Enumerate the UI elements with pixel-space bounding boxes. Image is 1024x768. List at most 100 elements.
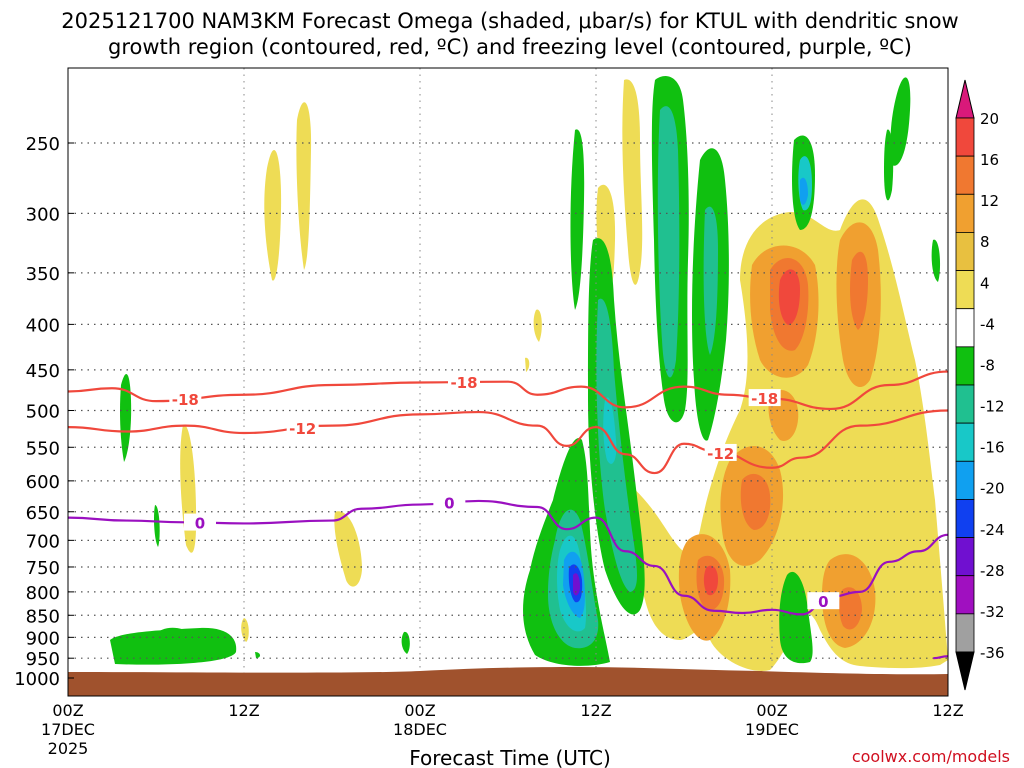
colorbar-label: -16 (980, 439, 1005, 457)
omega-region (120, 373, 132, 462)
y-tick-label: 450 (26, 361, 60, 382)
omega-shading (110, 76, 948, 671)
omega-region (884, 129, 894, 201)
omega-region (622, 79, 643, 285)
y-tick-label: 600 (26, 472, 60, 493)
colorbar-top-arrow (955, 79, 975, 119)
y-tick-label: 850 (26, 606, 60, 627)
colorbar-label: -4 (980, 315, 995, 333)
omega-region (296, 102, 312, 270)
colorbar-label: -28 (980, 562, 1005, 580)
contour-label: -12 (289, 420, 316, 438)
omega-region (401, 631, 410, 654)
omega-region (603, 397, 617, 464)
colorbar-segment (955, 270, 975, 310)
colorbar-label: -12 (980, 398, 1005, 416)
colorbar-segment (955, 537, 975, 577)
omega-region (533, 309, 542, 342)
colorbar-label: -8 (980, 356, 995, 374)
terrain (68, 667, 948, 696)
colorbar-segment (955, 422, 975, 462)
colorbar-label: -36 (980, 644, 1005, 662)
omega-region (703, 206, 718, 355)
contour-label: -18 (172, 391, 199, 409)
omega-region (241, 618, 249, 642)
omega-region (779, 571, 813, 664)
contour-label-background (448, 373, 480, 391)
colorbar-label: 8 (980, 233, 990, 251)
y-tick-label: 300 (26, 204, 60, 225)
y-tick-label: 650 (26, 503, 60, 524)
colorbar-segment (955, 232, 975, 271)
omega-region (850, 251, 868, 330)
omega-region (150, 627, 192, 645)
y-tick-label: 500 (26, 402, 60, 423)
x-tick-label: 12Z (228, 701, 259, 720)
isotherm-contours: -18 -18 -18 -12 -12 0 0 0 (68, 370, 948, 660)
colorbar-bottom-arrow (955, 651, 975, 691)
y-tick-label: 950 (26, 649, 60, 670)
colorbar-label: -32 (980, 603, 1005, 621)
omega-region (703, 565, 718, 596)
omega-region (931, 239, 941, 282)
x-tick-label: 12Z (580, 701, 611, 720)
omega-region (154, 505, 160, 547)
omega-region (657, 106, 680, 378)
omega-region (778, 269, 800, 325)
x-tick-label: 00Z (756, 701, 787, 720)
contour-label: 0 (444, 495, 454, 513)
colorbar-label: 16 (980, 151, 999, 169)
omega-region (800, 177, 808, 205)
y-tick-label: 1000 (14, 669, 60, 690)
x-tick-year: 2025 (48, 739, 89, 758)
watermark: coolwx.com/models (852, 747, 1010, 766)
colorbar: 20 16 12 8 4 -4 -8 -12 -16 -20 -24 -28 -32 -36 (955, 79, 1005, 691)
x-tick-date: 18DEC (393, 720, 447, 739)
x-tick-label: 00Z (52, 701, 83, 720)
colorbar-segment (955, 499, 975, 538)
x-tick-date: 19DEC (745, 720, 799, 739)
y-tick-label: 350 (26, 264, 60, 285)
y-axis: 2503003504004505005506006507007508008509… (14, 134, 74, 690)
contour-label-background (169, 390, 202, 408)
omega-region (334, 511, 362, 587)
colorbar-label: 4 (980, 274, 990, 292)
omega-region (525, 357, 530, 372)
y-tick-label: 900 (26, 628, 60, 649)
x-tick-label: 12Z (932, 701, 963, 720)
colorbar-segment (955, 117, 975, 157)
isotherm-line (68, 370, 948, 411)
omega-region (839, 587, 862, 630)
y-tick-label: 400 (26, 315, 60, 336)
colorbar-label: -24 (980, 521, 1005, 539)
contour-label-background (704, 443, 737, 461)
contour-label: -18 (450, 374, 477, 392)
omega-region (740, 473, 771, 530)
y-tick-label: 750 (26, 558, 60, 579)
y-tick-label: 800 (26, 583, 60, 604)
contour-label-background (748, 389, 781, 407)
colorbar-segment (955, 308, 975, 348)
plot-border (67, 67, 949, 697)
omega-region (890, 77, 911, 166)
omega-region (264, 149, 282, 281)
colorbar-label: 12 (980, 192, 999, 210)
colorbar-segment (955, 155, 975, 195)
colorbar-segment (955, 346, 975, 386)
chart-title-line2: growth region (contoured, red, ºC) and f… (108, 35, 912, 59)
omega-region (255, 652, 261, 658)
isotherm-line (68, 409, 948, 475)
x-tick-date: 17DEC (41, 720, 95, 739)
colorbar-label: 20 (980, 110, 999, 128)
contour-label: 0 (195, 515, 205, 533)
y-tick-label: 550 (26, 438, 60, 459)
y-tick-label: 250 (26, 134, 60, 155)
omega-region (573, 573, 580, 596)
y-tick-label: 700 (26, 531, 60, 552)
x-tick-label: 00Z (404, 701, 435, 720)
colorbar-segment (955, 193, 975, 233)
contour-label-background (286, 419, 319, 437)
omega-region (888, 356, 922, 474)
